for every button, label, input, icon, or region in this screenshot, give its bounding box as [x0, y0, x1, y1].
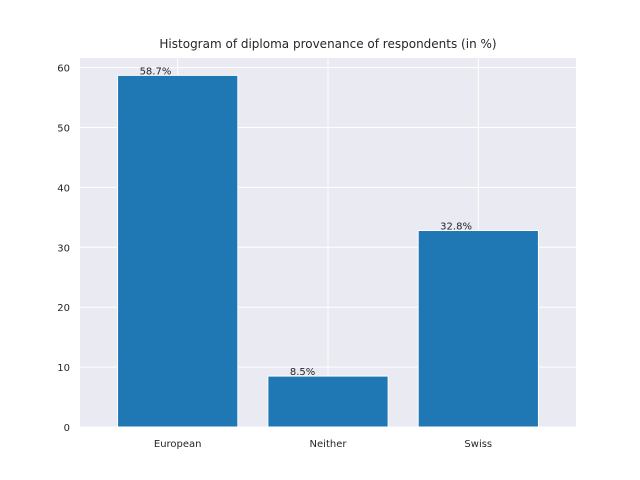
bar-neither — [267, 375, 389, 428]
bar-european — [117, 74, 239, 428]
data-label: 8.5% — [290, 367, 315, 378]
y-tick-label: 30 — [57, 243, 70, 254]
y-tick-label: 10 — [57, 363, 70, 374]
bars — [117, 74, 539, 428]
data-labels: 58.7% 8.5% 32.8% — [140, 66, 472, 378]
y-axis-ticks: 0 10 20 30 40 50 60 — [57, 64, 70, 434]
data-label: 58.7% — [140, 66, 172, 77]
y-tick-label: 0 — [64, 423, 70, 434]
y-tick-label: 40 — [57, 183, 70, 194]
chart-title: Histogram of diploma provenance of respo… — [159, 37, 496, 51]
x-tick-label: Neither — [310, 439, 348, 450]
y-tick-label: 50 — [57, 123, 70, 134]
x-tick-label: Swiss — [464, 439, 492, 450]
y-tick-label: 20 — [57, 303, 70, 314]
x-tick-label: European — [154, 439, 202, 450]
y-tick-label: 60 — [57, 64, 70, 75]
data-label: 32.8% — [440, 222, 472, 233]
x-axis-ticks: European Neither Swiss — [154, 439, 492, 450]
bar-swiss — [417, 230, 539, 428]
